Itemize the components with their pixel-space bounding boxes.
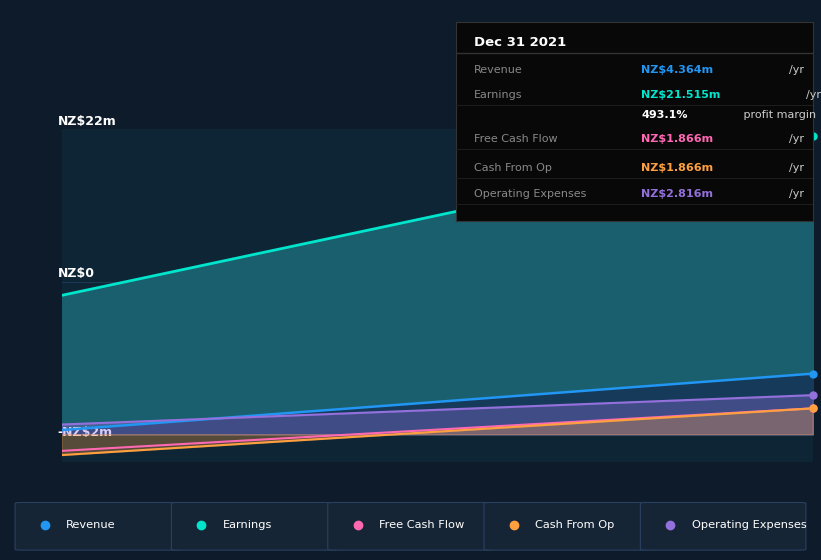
Text: Free Cash Flow: Free Cash Flow <box>379 520 464 530</box>
FancyBboxPatch shape <box>640 502 806 550</box>
Text: Dec 31 2021: Dec 31 2021 <box>474 36 566 49</box>
Text: Revenue: Revenue <box>474 65 522 75</box>
Text: NZ$21.515m: NZ$21.515m <box>641 90 721 100</box>
FancyBboxPatch shape <box>172 502 337 550</box>
Text: -NZ$2m: -NZ$2m <box>57 426 113 438</box>
Text: Revenue: Revenue <box>67 520 116 530</box>
Text: Operating Expenses: Operating Expenses <box>691 520 806 530</box>
Text: /yr: /yr <box>789 189 805 199</box>
Text: Operating Expenses: Operating Expenses <box>474 189 586 199</box>
Text: NZ$1.866m: NZ$1.866m <box>641 134 713 144</box>
Text: Cash From Op: Cash From Op <box>474 162 552 172</box>
Text: NZ$22m: NZ$22m <box>57 115 117 128</box>
Text: Cash From Op: Cash From Op <box>535 520 615 530</box>
FancyBboxPatch shape <box>484 502 649 550</box>
Text: NZ$4.364m: NZ$4.364m <box>641 65 713 75</box>
Text: /yr: /yr <box>789 162 805 172</box>
Text: profit margin: profit margin <box>740 110 816 120</box>
Text: /yr: /yr <box>789 134 805 144</box>
Text: NZ$0: NZ$0 <box>57 267 94 280</box>
FancyBboxPatch shape <box>15 502 181 550</box>
Text: Earnings: Earnings <box>222 520 272 530</box>
Text: /yr: /yr <box>805 90 821 100</box>
Text: NZ$1.866m: NZ$1.866m <box>641 162 713 172</box>
Text: /yr: /yr <box>789 65 805 75</box>
Text: NZ$2.816m: NZ$2.816m <box>641 189 713 199</box>
Text: 493.1%: 493.1% <box>641 110 688 120</box>
Text: Earnings: Earnings <box>474 90 522 100</box>
Text: Free Cash Flow: Free Cash Flow <box>474 134 557 144</box>
FancyBboxPatch shape <box>328 502 493 550</box>
